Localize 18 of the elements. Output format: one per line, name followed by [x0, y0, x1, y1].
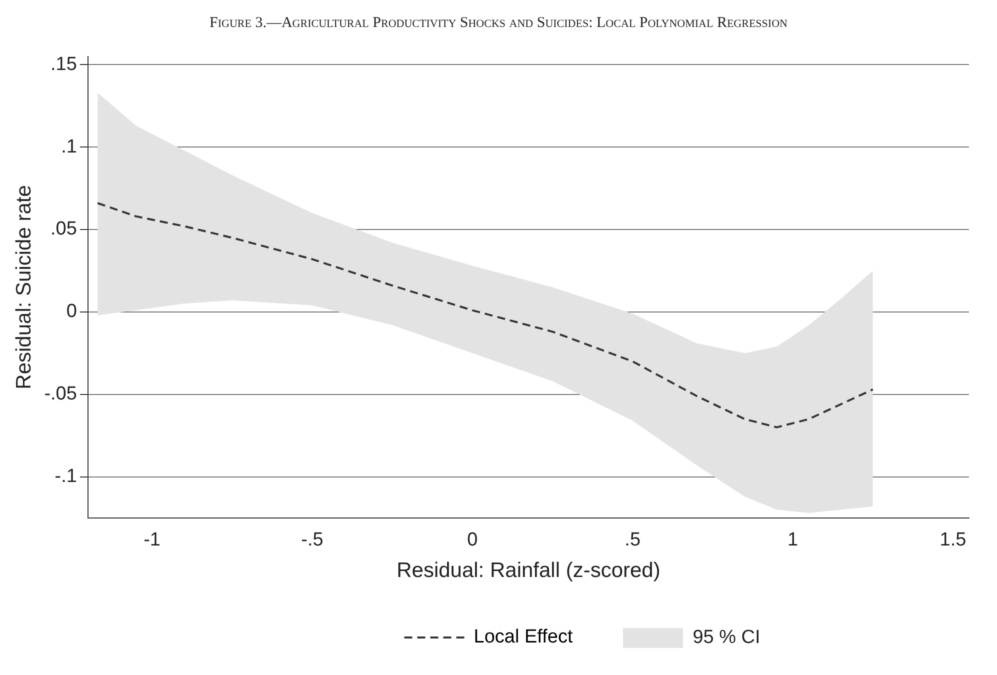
chart-title: Figure 3.—Agricultural Productivity Shocks and Suicides: Local Polynomial Regression — [208, 14, 788, 33]
y-tick-label: .15 — [50, 54, 77, 75]
y-tick-label: -.1 — [54, 466, 77, 488]
line-series — [96, 202, 874, 428]
x-tick-label: 0 — [467, 530, 478, 551]
x-axis-title: Residual: Rainfall (z-scored) — [396, 559, 660, 582]
x-tick-label: -.5 — [301, 530, 324, 551]
y-axis-title: Residual: Suicide rate — [12, 185, 36, 390]
x-tick-label: -1 — [144, 530, 160, 551]
y-tick-label: .05 — [50, 218, 77, 240]
y-tick-label: -.05 — [44, 384, 77, 405]
y-tick-label: .1 — [61, 136, 77, 158]
x-tick-label: 1 — [788, 530, 798, 551]
x-tick-label: .5 — [624, 530, 641, 551]
y-tick-label: 0 — [66, 301, 77, 322]
text: 95 % CI — [692, 626, 760, 648]
x-tick-label: 1.5 — [940, 530, 966, 551]
legend-label: Local Effect — [474, 626, 574, 648]
